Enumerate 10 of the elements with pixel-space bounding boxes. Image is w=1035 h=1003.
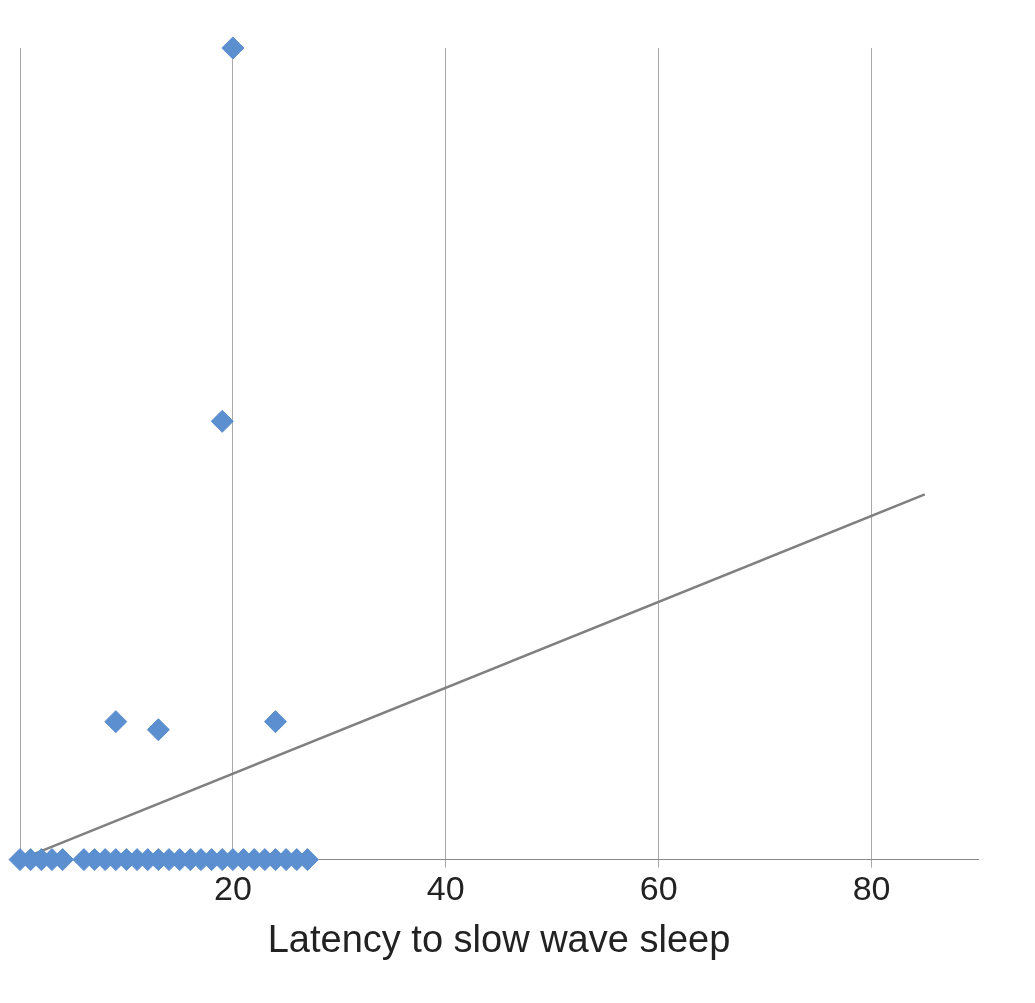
point <box>210 409 234 433</box>
x-tick-label: 40 <box>426 869 465 908</box>
x-axis-title: Latency to slow wave sleep <box>267 917 731 960</box>
point <box>263 710 287 734</box>
x-tick-label: 20 <box>213 869 252 908</box>
point <box>221 36 245 60</box>
point <box>146 718 170 742</box>
point <box>104 710 128 734</box>
x-tick-label: 60 <box>639 869 678 908</box>
x-tick-label: 80 <box>852 869 891 908</box>
